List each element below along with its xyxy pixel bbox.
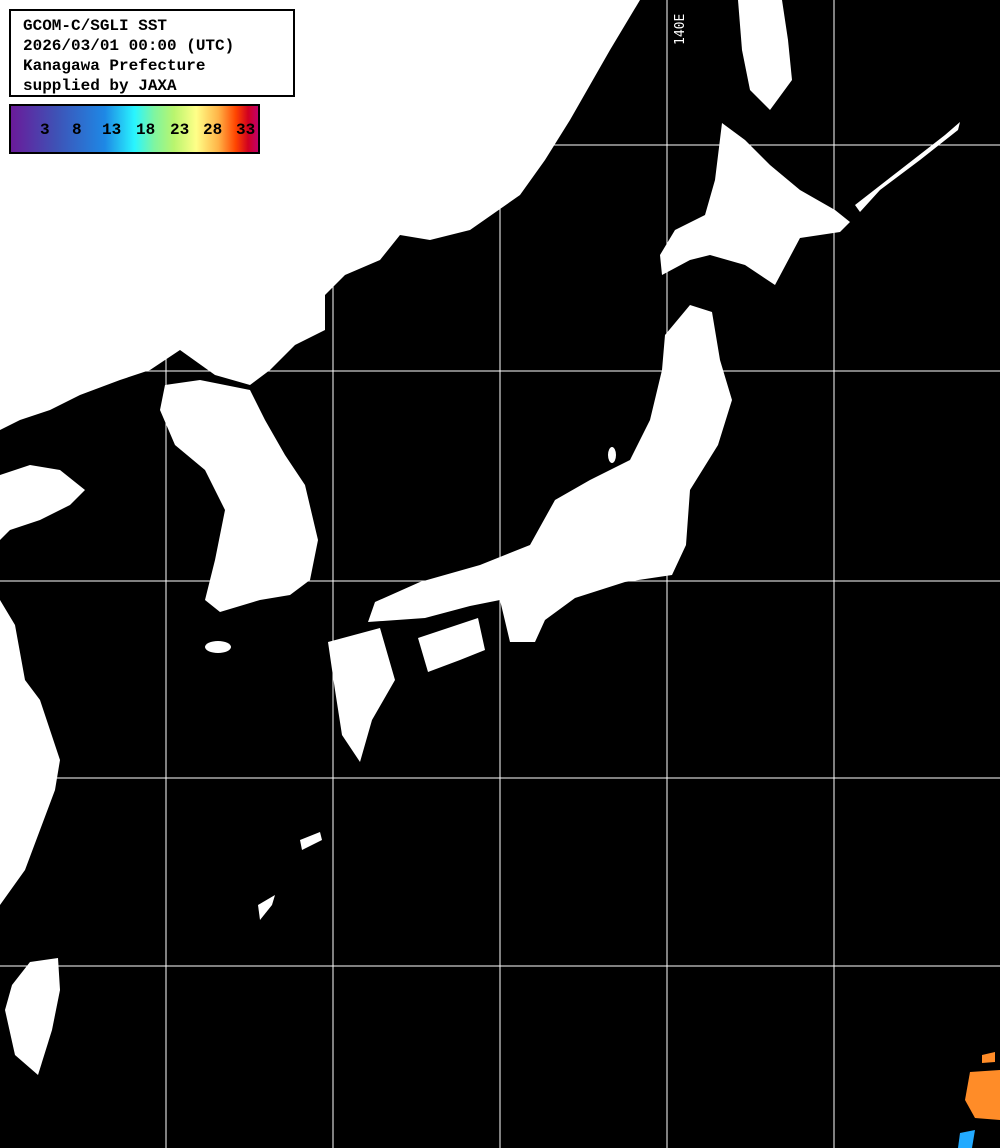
korea [160,380,318,612]
hokkaido [660,123,850,285]
sado-island [608,447,616,463]
sst-data-patch [958,1052,1000,1148]
taiwan [5,958,60,1075]
product-name: GCOM-C/SGLI SST [23,17,168,35]
scale-tick: 8 [72,121,82,139]
lat-label-30n: 30N [18,762,41,777]
credit: supplied by JAXA [23,77,177,95]
scale-tick: 18 [136,121,156,139]
region-name: Kanagawa Prefecture [23,57,206,75]
sst-cool-area [958,1130,975,1148]
scale-tick: 23 [170,121,190,139]
jeju-island [205,641,231,653]
shikoku [418,618,485,672]
okinawa [258,895,275,920]
lon-label-140e: 140E [673,14,688,45]
scale-tick: 3 [40,121,50,139]
sakhalin [738,0,792,110]
ryukyu-islands [300,832,322,850]
scale-tick: 33 [236,121,256,139]
color-scale-bar: 3 8 13 18 23 28 33 [9,104,260,154]
lat-label-40n: 40N [12,355,35,370]
scale-tick: 28 [203,121,223,139]
china-east-coast [0,600,60,905]
scale-tick: 13 [102,121,122,139]
title-box: GCOM-C/SGLI SST 2026/03/01 00:00 (UTC) K… [9,9,295,97]
china-shandong [0,465,85,540]
date-time: 2026/03/01 00:00 (UTC) [23,37,235,55]
kuril-islands [855,122,960,212]
land [0,0,960,1075]
sst-warm-area [965,1070,1000,1120]
sst-warm-area [982,1052,995,1063]
kyushu [328,628,395,762]
honshu [368,305,732,642]
